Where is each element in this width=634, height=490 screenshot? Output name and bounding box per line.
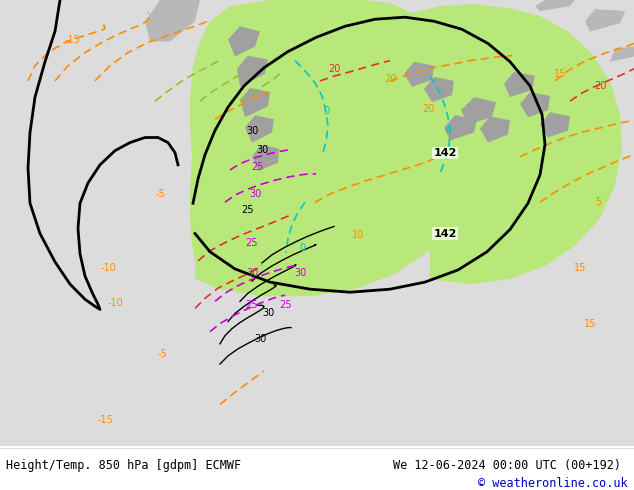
Polygon shape: [252, 145, 279, 171]
Polygon shape: [424, 77, 454, 102]
Text: 30: 30: [256, 145, 268, 155]
Polygon shape: [210, 122, 245, 163]
Text: 10: 10: [352, 230, 364, 240]
Polygon shape: [515, 44, 548, 72]
Text: 142: 142: [433, 147, 456, 158]
Polygon shape: [495, 23, 527, 51]
Polygon shape: [504, 72, 535, 97]
Text: We 12-06-2024 00:00 UTC (00+192): We 12-06-2024 00:00 UTC (00+192): [393, 459, 621, 472]
Text: -10: -10: [107, 298, 123, 308]
Polygon shape: [461, 97, 496, 124]
Text: 15: 15: [574, 263, 586, 273]
Text: 30: 30: [262, 308, 274, 318]
Text: 25: 25: [246, 300, 258, 310]
Polygon shape: [480, 116, 510, 143]
Text: 30: 30: [246, 126, 258, 136]
Text: 20: 20: [422, 104, 434, 114]
Text: 20: 20: [328, 64, 340, 74]
Polygon shape: [222, 158, 255, 193]
Text: 20: 20: [384, 74, 396, 84]
Polygon shape: [555, 64, 582, 92]
Text: 25: 25: [246, 238, 258, 247]
Polygon shape: [404, 62, 434, 87]
Polygon shape: [228, 26, 260, 57]
Polygon shape: [540, 112, 570, 138]
Polygon shape: [245, 115, 274, 143]
Text: 30: 30: [246, 268, 258, 278]
Text: © weatheronline.co.uk: © weatheronline.co.uk: [478, 477, 628, 490]
Polygon shape: [237, 55, 268, 87]
Text: 0: 0: [299, 243, 305, 253]
Text: 15: 15: [554, 69, 566, 79]
Polygon shape: [352, 4, 622, 284]
Text: -15: -15: [64, 35, 80, 46]
Text: -5: -5: [155, 189, 165, 199]
Polygon shape: [475, 102, 515, 132]
Text: 0: 0: [445, 126, 451, 136]
Polygon shape: [455, 117, 488, 147]
Polygon shape: [585, 9, 625, 31]
Text: 0: 0: [323, 106, 329, 116]
Text: 5: 5: [595, 197, 601, 207]
Polygon shape: [190, 0, 490, 296]
Polygon shape: [520, 92, 550, 117]
Polygon shape: [610, 47, 634, 62]
Text: -15: -15: [97, 415, 113, 425]
Text: 30: 30: [249, 189, 261, 199]
Text: 30: 30: [294, 268, 306, 278]
Text: 142: 142: [433, 228, 456, 239]
Polygon shape: [258, 0, 418, 84]
Text: 15: 15: [584, 318, 596, 329]
Polygon shape: [240, 88, 270, 117]
Text: Height/Temp. 850 hPa [gdpm] ECMWF: Height/Temp. 850 hPa [gdpm] ECMWF: [6, 459, 242, 472]
Text: 20: 20: [594, 81, 606, 91]
Text: -10: -10: [100, 263, 116, 273]
Polygon shape: [535, 0, 575, 11]
Text: 25: 25: [242, 205, 254, 215]
Text: 25: 25: [252, 162, 264, 172]
Text: 30: 30: [254, 334, 266, 343]
Polygon shape: [444, 115, 477, 141]
Text: -5: -5: [157, 349, 167, 359]
Text: 25: 25: [279, 300, 291, 310]
Polygon shape: [145, 0, 200, 42]
